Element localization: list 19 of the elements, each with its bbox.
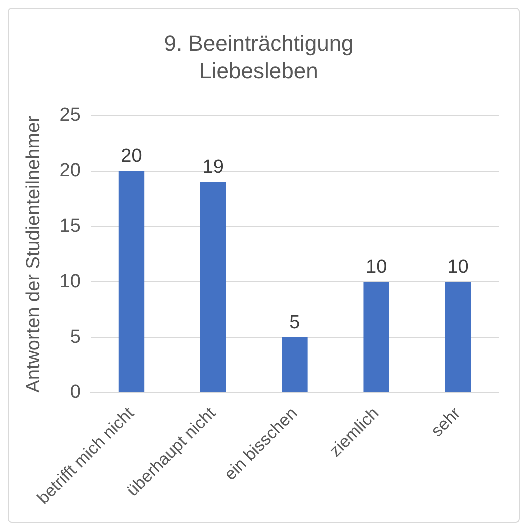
bar: [200, 182, 226, 392]
y-tick-label: 5: [70, 326, 81, 348]
bar: [445, 282, 472, 392]
y-tick-label: 25: [60, 105, 81, 126]
y-tick-label: 10: [60, 271, 81, 292]
bar: [364, 282, 390, 392]
y-tick-label: 0: [70, 382, 81, 404]
y-axis-title: Antworten der Studienteilnehmer: [24, 115, 45, 393]
data-label: 10: [448, 256, 469, 278]
y-tick-label: 15: [60, 216, 81, 238]
data-label: 10: [366, 256, 388, 278]
data-label: 20: [121, 146, 142, 168]
data-label: 5: [290, 312, 300, 334]
data-label: 19: [202, 157, 224, 178]
y-tick-label: 20: [60, 160, 81, 182]
chart-title: 9. Beeinträchtigung Liebesleben: [164, 30, 354, 84]
x-tick-label: sehr: [428, 404, 465, 441]
bar: [282, 338, 308, 392]
bar: [118, 171, 145, 392]
